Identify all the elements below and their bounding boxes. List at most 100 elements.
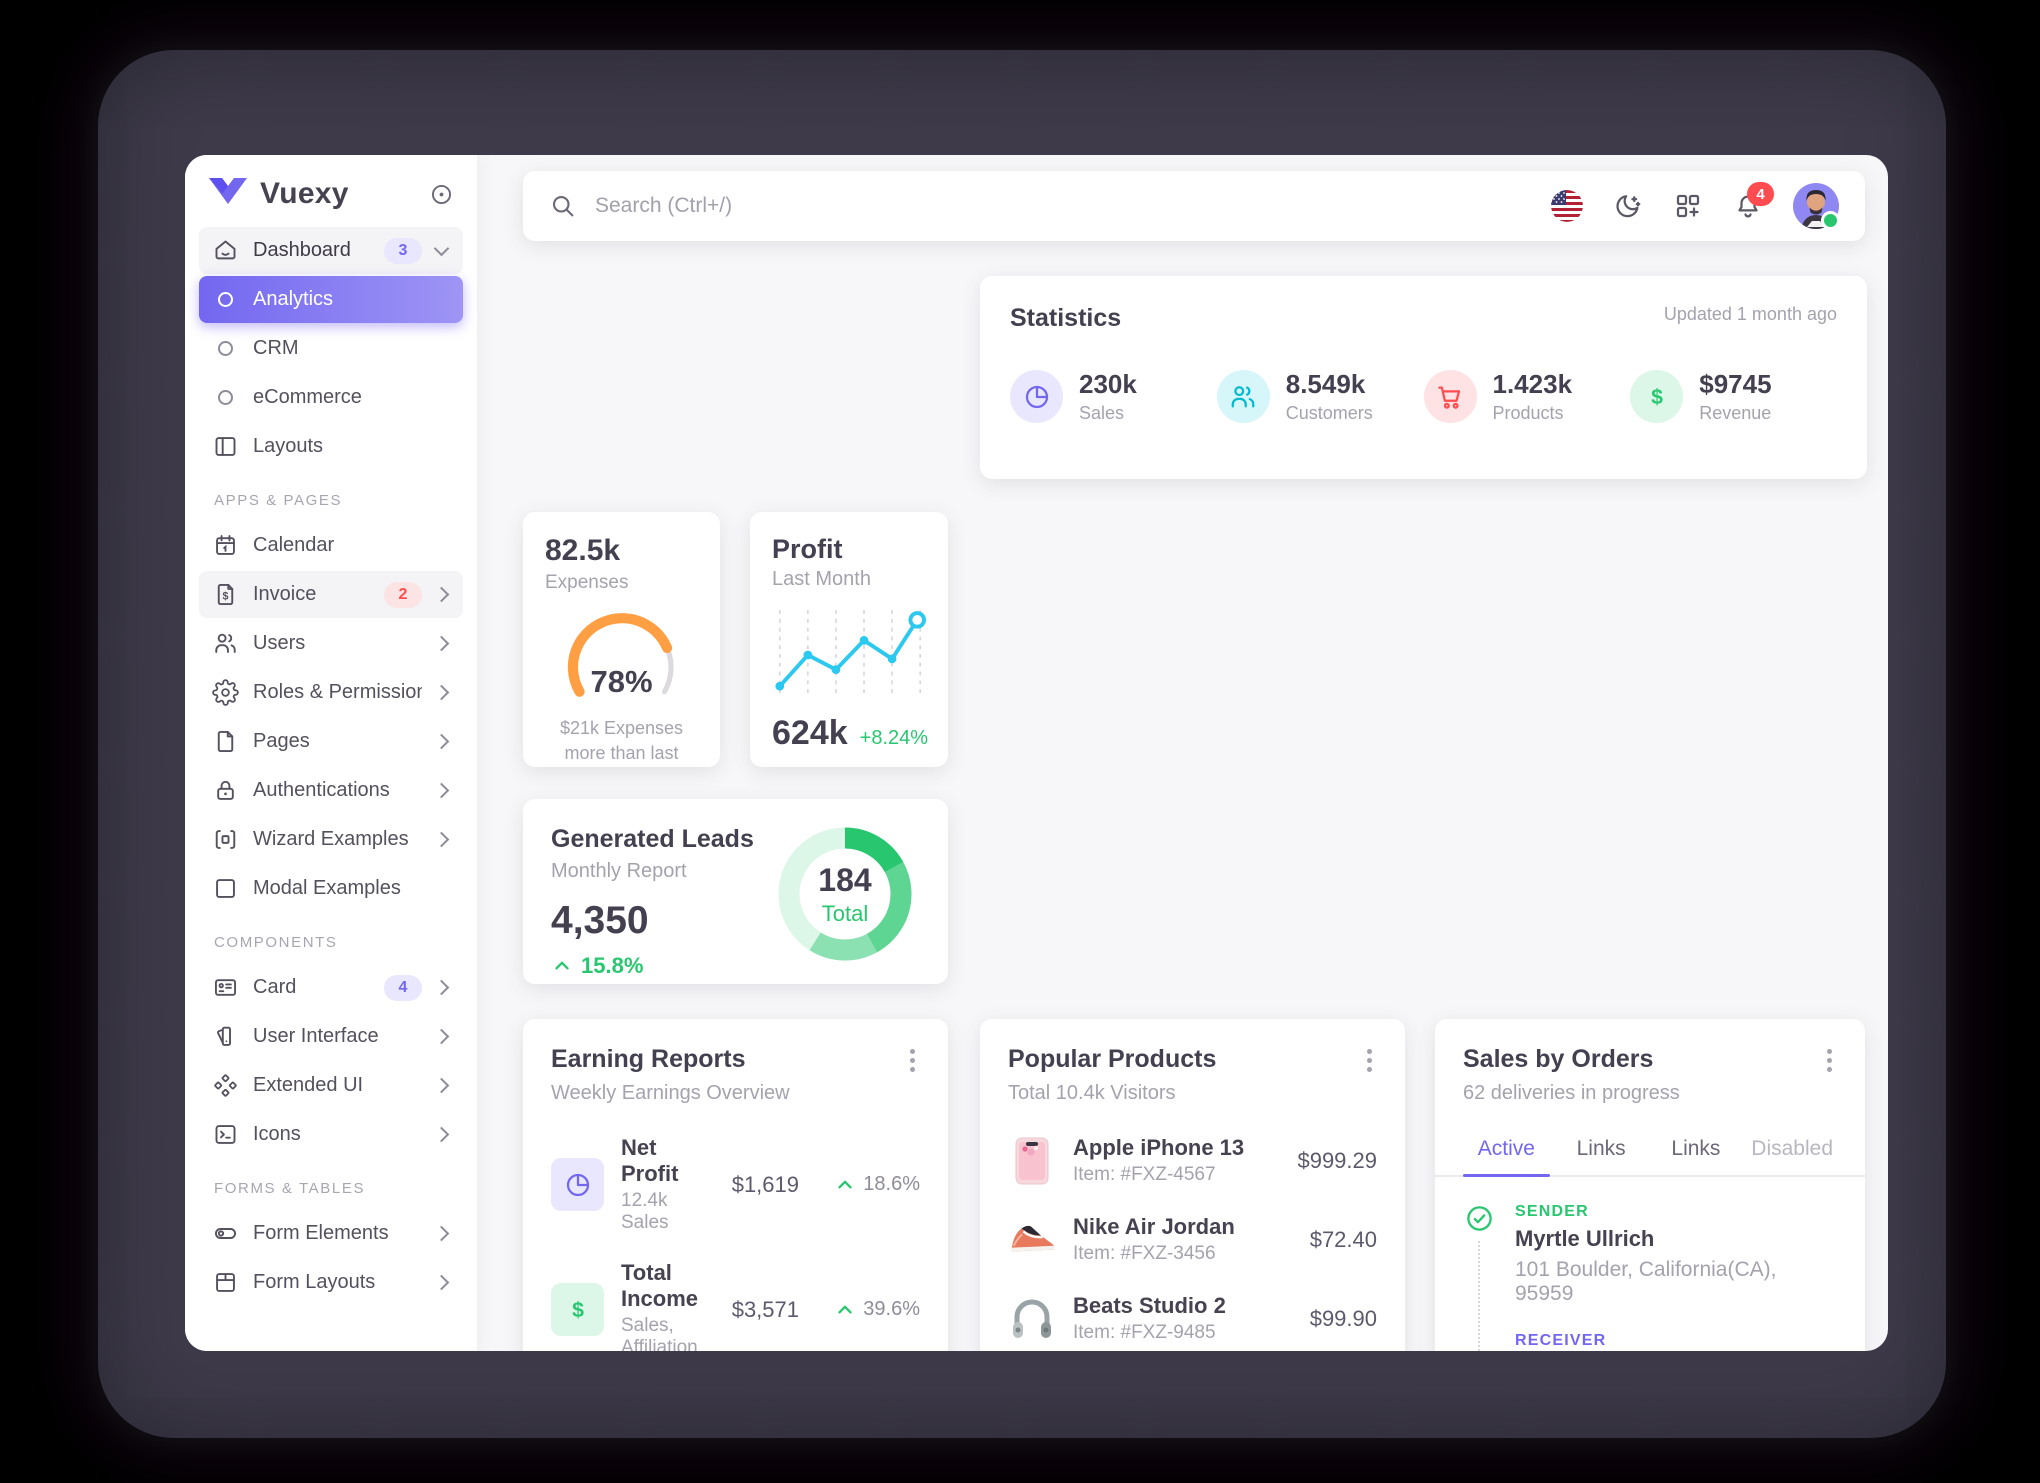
earning-reports-card: Earning Reports Weekly Earnings Overview… [523, 1019, 948, 1351]
profit-title: Profit [772, 534, 843, 564]
check-circle-icon [1464, 1203, 1495, 1234]
calendar-icon [212, 532, 239, 559]
invoice-icon: $ [212, 581, 239, 608]
iphone-product-image [1008, 1137, 1056, 1185]
earning-reports-title: Earning Reports [551, 1045, 746, 1073]
topbar-actions: 4 [1551, 182, 1840, 230]
sidebar-toggle-icon[interactable] [428, 181, 455, 208]
generated-leads-card: Generated Leads Monthly Report 4,350 15.… [523, 799, 948, 984]
earning-row-total-income: $ Total Income Sales, Affiliation $3,571… [551, 1260, 920, 1351]
chart-pie-icon [1010, 370, 1063, 423]
sidebar-item-user-interface[interactable]: User Interface [199, 1013, 463, 1060]
statistics-updated: Updated 1 month ago [1663, 304, 1837, 324]
chevron-right-icon [433, 635, 450, 652]
popular-products-card: Popular Products Total 10.4k Visitors Ap… [980, 1019, 1405, 1351]
sneaker-product-image [1008, 1216, 1056, 1264]
sidebar-item-label: Roles & Permissions [253, 681, 422, 703]
sidebar-item-layouts[interactable]: Layouts [199, 423, 463, 470]
toggle-icon [212, 1220, 239, 1247]
kebab-menu-icon[interactable] [1361, 1045, 1377, 1076]
receiver-entry: RECEIVER Barry Schowalter 939 Orange, Ca… [1515, 1332, 1837, 1351]
sidebar-item-invoice[interactable]: $ Invoice 2 [199, 571, 463, 618]
chevron-right-icon [433, 1274, 450, 1291]
earning-row-net-profit: Net Profit 12.4k Sales $1,619 18.6% [551, 1135, 920, 1234]
sidebar-nav: Dashboard 3 Analytics CRM eCommerce [199, 227, 463, 1306]
sidebar-item-extended-ui[interactable]: Extended UI [199, 1062, 463, 1109]
row-title: Net Profit [621, 1135, 679, 1186]
tab-disabled[interactable]: Disabled [1751, 1137, 1834, 1160]
chevron-up-icon [834, 1174, 856, 1196]
chevron-up-icon [551, 955, 573, 977]
avatar[interactable] [1793, 183, 1840, 230]
sidebar-item-crm[interactable]: CRM [199, 325, 463, 372]
expenses-note: $21k Expenses more than last month [559, 718, 684, 764]
leads-total-label: Total [821, 900, 869, 926]
notifications-bell-icon[interactable]: 4 [1733, 182, 1774, 221]
wizard-icon [212, 826, 239, 853]
chevron-right-icon [433, 831, 450, 848]
sidebar-item-label: Calendar [253, 534, 335, 556]
kebab-menu-icon[interactable] [904, 1045, 920, 1076]
sidebar-item-calendar[interactable]: Calendar [199, 522, 463, 569]
sidebar-item-label: Form Elements [253, 1222, 389, 1244]
statistics-title: Statistics [1010, 304, 1122, 332]
section-forms-tables: FORMS & TABLES [214, 1180, 366, 1197]
stat-label: Sales [1079, 403, 1125, 423]
vuexy-logo-icon [209, 178, 247, 210]
invoice-badge: 2 [384, 581, 422, 608]
cart-icon [1423, 370, 1477, 423]
chevron-up-icon [834, 1299, 856, 1321]
sidebar-item-label: Extended UI [253, 1074, 364, 1096]
logo-row: Vuexy [199, 173, 463, 227]
circle-icon [212, 286, 239, 313]
sidebar-item-form-layouts[interactable]: Form Layouts [199, 1259, 463, 1306]
form-layout-icon [212, 1269, 239, 1296]
profit-value: 624k [772, 714, 848, 752]
stat-sales: 230k Sales [1010, 369, 1217, 424]
chevron-down-icon [433, 240, 450, 257]
diamonds-icon [212, 1072, 239, 1099]
sender-entry: SENDER Myrtle Ullrich 101 Boulder, Calif… [1515, 1203, 1837, 1306]
search-input[interactable] [593, 193, 1533, 219]
sidebar-item-icons[interactable]: Icons [199, 1111, 463, 1158]
row-change: 39.6% [863, 1298, 920, 1320]
expenses-label: Expenses [545, 572, 629, 593]
sidebar: Vuexy Dashboard 3 Analytics [185, 155, 477, 1351]
sidebar-item-roles-permissions[interactable]: Roles & Permissions [199, 669, 463, 716]
tab-links-2[interactable]: Links [1671, 1137, 1721, 1160]
shortcuts-grid-icon[interactable] [1673, 191, 1703, 221]
sidebar-item-label: Icons [253, 1123, 301, 1145]
kebab-menu-icon[interactable] [1821, 1045, 1837, 1076]
row-amount: $3,571 [731, 1296, 799, 1322]
dark-mode-moon-icon[interactable] [1613, 191, 1643, 221]
sidebar-item-pages[interactable]: Pages [199, 718, 463, 765]
sidebar-item-modal-examples[interactable]: Modal Examples [199, 865, 463, 912]
language-flag-icon[interactable] [1551, 190, 1583, 222]
search-bar[interactable] [549, 192, 1533, 220]
chevron-right-icon [433, 1126, 450, 1143]
terminal-icon [212, 1121, 239, 1148]
row-amount: $1,619 [731, 1171, 799, 1197]
stat-products: 1.423k Products [1423, 369, 1631, 424]
receiver-label: RECEIVER [1515, 1332, 1607, 1349]
svg-text:$: $ [572, 1297, 584, 1321]
sidebar-item-card[interactable]: Card 4 [199, 964, 463, 1011]
leads-donut-chart: 184 Total [770, 819, 920, 969]
main-content: 4 Statistics Updated 1 month ago 230k [477, 155, 1888, 1351]
sidebar-item-dashboard[interactable]: Dashboard 3 [199, 227, 463, 274]
sidebar-item-analytics[interactable]: Analytics [199, 276, 463, 323]
tab-links-1[interactable]: Links [1576, 1137, 1626, 1160]
profit-change: +8.24% [859, 727, 929, 749]
product-price: $999.29 [1297, 1147, 1377, 1173]
sidebar-item-form-elements[interactable]: Form Elements [199, 1210, 463, 1257]
sidebar-item-users[interactable]: Users [199, 620, 463, 667]
sidebar-item-label: Authentications [253, 779, 390, 801]
tab-active[interactable]: Active [1463, 1127, 1550, 1177]
expenses-card: 82.5k Expenses 78% $21k Expenses more th… [523, 512, 720, 767]
sidebar-item-authentications[interactable]: Authentications [199, 767, 463, 814]
dollar-icon: $ [551, 1283, 604, 1336]
chevron-right-icon [433, 684, 450, 701]
sidebar-item-ecommerce[interactable]: eCommerce [199, 374, 463, 421]
square-icon [212, 875, 239, 902]
sidebar-item-wizard-examples[interactable]: Wizard Examples [199, 816, 463, 863]
